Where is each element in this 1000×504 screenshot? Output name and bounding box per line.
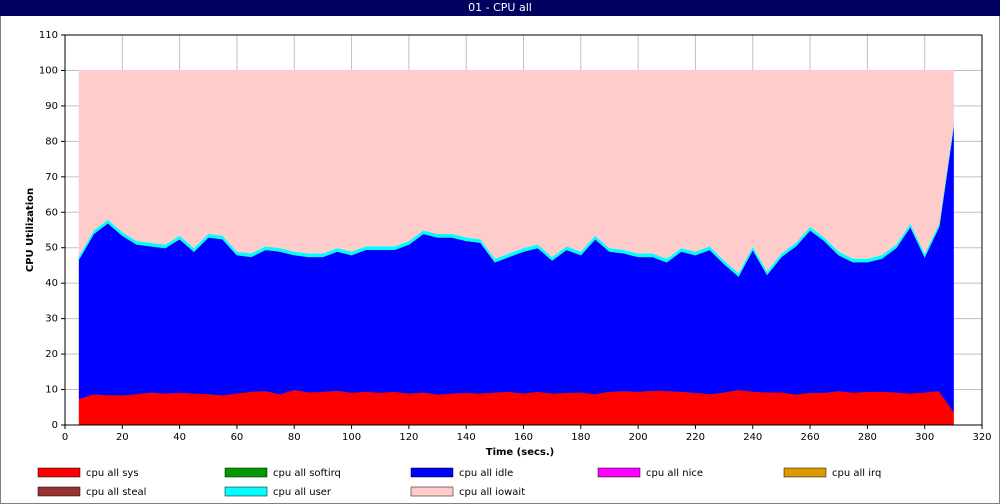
y-tick-label: 40: [45, 278, 58, 289]
x-tick-label: 260: [801, 432, 820, 443]
area: [78, 69, 954, 274]
legend-swatch: [37, 486, 81, 497]
x-tick-label: 200: [629, 432, 648, 443]
y-tick-label: 80: [45, 136, 58, 147]
x-tick-label: 160: [514, 432, 533, 443]
y-tick-label: 10: [45, 385, 58, 396]
x-tick-label: 280: [858, 432, 877, 443]
legend-label: cpu all user: [273, 487, 332, 498]
y-tick-label: 30: [45, 314, 58, 325]
y-tick-label: 60: [45, 207, 58, 218]
x-tick-label: 60: [231, 432, 244, 443]
legend-swatch: [410, 486, 454, 497]
x-tick-label: 180: [571, 432, 590, 443]
title-bar: [0, 0, 1000, 16]
y-tick-label: 50: [45, 243, 58, 254]
x-tick-label: 20: [116, 432, 129, 443]
x-tick-label: 300: [915, 432, 934, 443]
legend-swatch: [783, 467, 827, 478]
y-tick-label: 90: [45, 101, 58, 112]
y-tick-label: 110: [39, 30, 58, 41]
y-tick-label: 70: [45, 172, 58, 183]
legend-swatch: [410, 467, 454, 478]
legend-label: cpu all iowait: [459, 487, 525, 498]
legend-label: cpu all nice: [646, 468, 703, 479]
x-axis-label: Time (secs.): [486, 447, 555, 458]
legend-label: cpu all steal: [86, 487, 146, 498]
x-tick-label: 100: [342, 432, 361, 443]
legend-swatch: [597, 467, 641, 478]
x-tick-label: 140: [457, 432, 476, 443]
legend-label: cpu all sys: [86, 468, 139, 479]
y-tick-label: 100: [39, 65, 58, 76]
y-axis-label: CPU Utilization: [25, 188, 36, 272]
x-tick-label: 240: [743, 432, 762, 443]
legend-swatch: [37, 467, 81, 478]
x-tick-label: 80: [288, 432, 301, 443]
x-tick-label: 0: [62, 432, 68, 443]
x-tick-label: 320: [972, 432, 991, 443]
plot-border: [64, 34, 983, 426]
legend-label: cpu all irq: [832, 468, 881, 479]
legend-swatch: [224, 467, 268, 478]
area: [78, 389, 954, 426]
x-tick-label: 40: [173, 432, 186, 443]
y-tick-label: 20: [45, 349, 58, 360]
chart-title: 01 - CPU all: [468, 1, 532, 14]
y-tick-label: 0: [52, 420, 58, 431]
legend-label: cpu all softirq: [273, 468, 341, 479]
x-tick-label: 120: [399, 432, 418, 443]
legend-label: cpu all idle: [459, 468, 513, 479]
x-tick-label: 220: [686, 432, 705, 443]
legend-swatch: [224, 486, 268, 497]
